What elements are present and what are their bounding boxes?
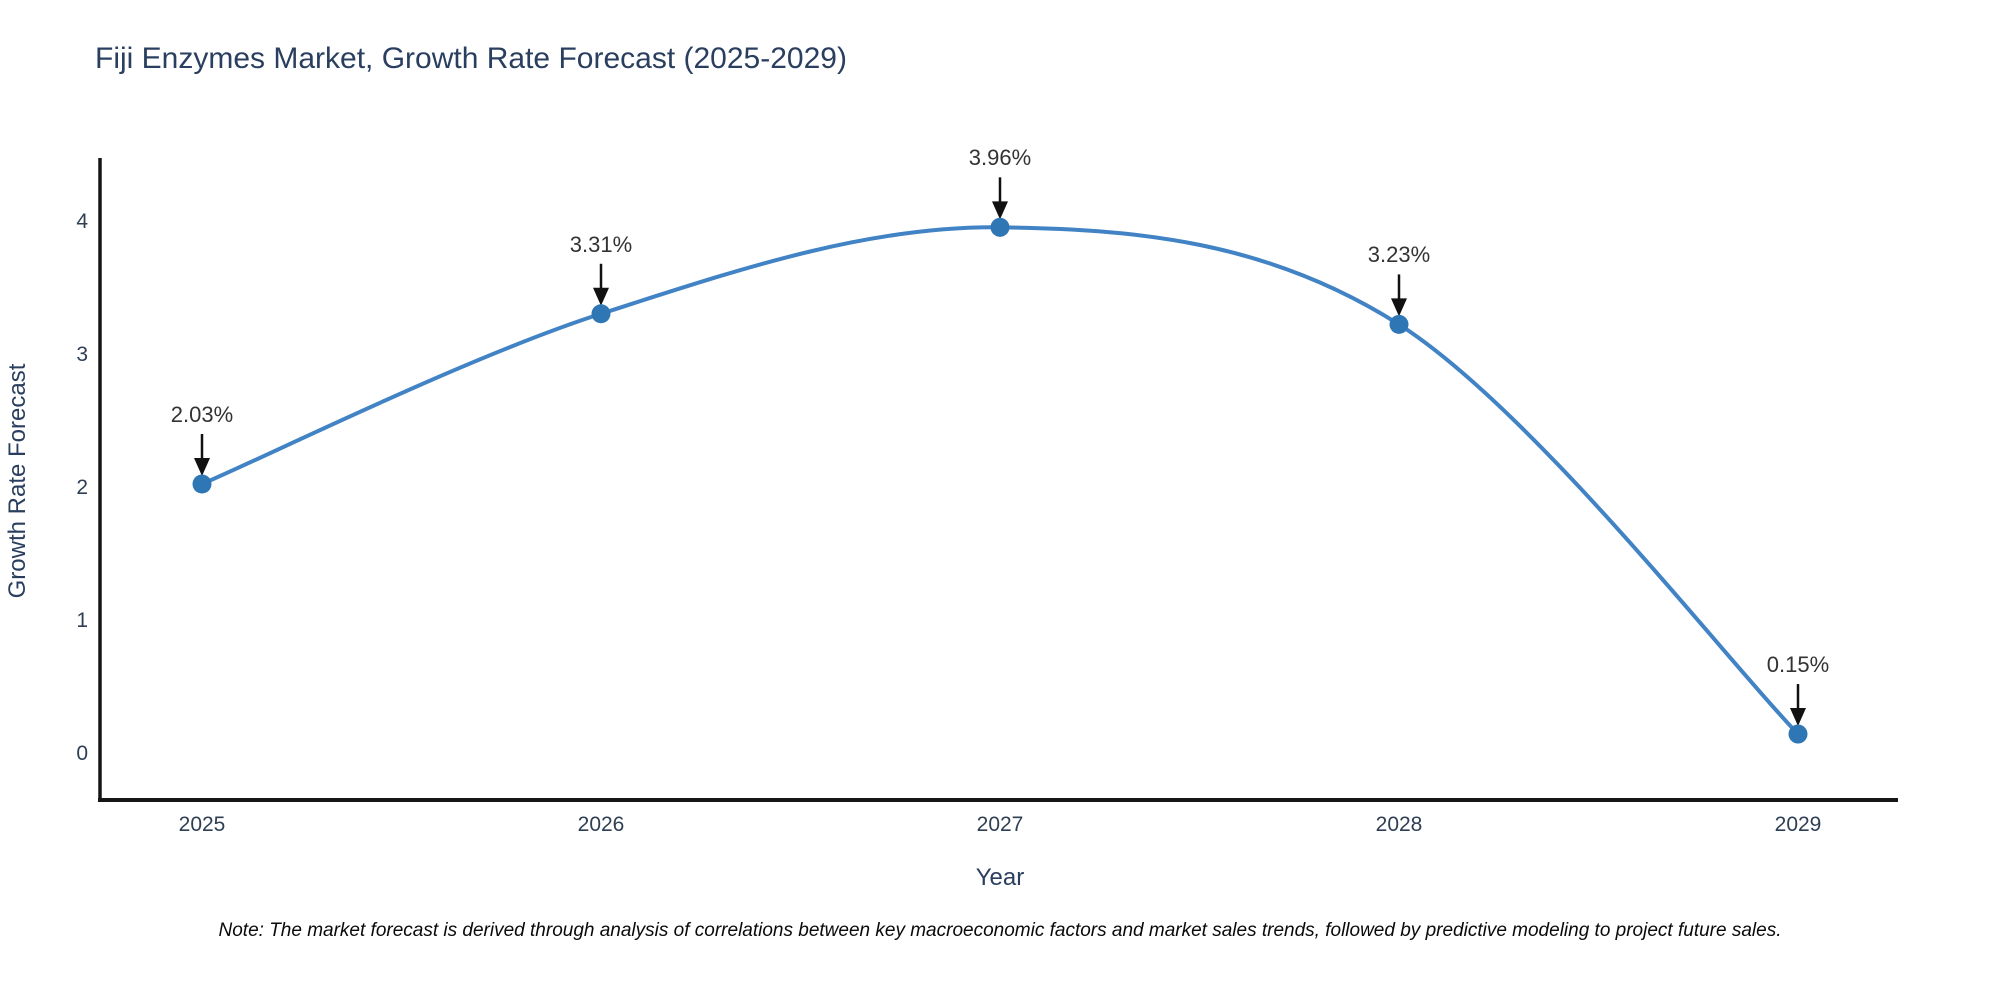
x-tick-label: 2025 <box>178 813 226 836</box>
x-tick-label: 2029 <box>1774 813 1822 836</box>
forecast-line <box>201 225 1800 736</box>
x-tick-label: 2026 <box>577 813 625 836</box>
y-tick-label: 2 <box>76 476 88 499</box>
data-point-marker[interactable] <box>990 217 1010 237</box>
x-axis-title: Year <box>975 864 1025 891</box>
y-axis-title: Growth Rate Forecast <box>4 363 31 599</box>
data-point-marker[interactable] <box>1389 314 1409 334</box>
y-tick-label: 0 <box>76 742 88 765</box>
x-tick-label: 2027 <box>976 813 1024 836</box>
data-point-marker[interactable] <box>192 474 212 494</box>
annotation-arrow-head <box>593 287 609 306</box>
chart-title: Fiji Enzymes Market, Growth Rate Forecas… <box>95 42 847 75</box>
data-point-marker[interactable] <box>1788 724 1808 744</box>
annotation-arrow-head <box>992 201 1008 220</box>
y-tick-label: 4 <box>76 210 88 233</box>
data-point-marker[interactable] <box>591 304 611 324</box>
data-point-label: 3.23% <box>1367 242 1431 268</box>
data-point-label: 2.03% <box>170 402 234 427</box>
y-tick-label: 1 <box>76 609 88 632</box>
data-point-label: 0.15% <box>1766 652 1830 678</box>
footnote: Note: The market forecast is derived thr… <box>218 920 1782 941</box>
data-point-label: 3.31% <box>569 231 633 257</box>
x-tick-label: 2028 <box>1375 813 1423 836</box>
data-point-label: 3.96% <box>968 145 1032 171</box>
y-tick-label: 3 <box>76 343 88 366</box>
annotation-arrow-head <box>1790 708 1806 727</box>
annotation-arrow-head <box>194 458 210 477</box>
annotation-arrow-head <box>1391 298 1407 317</box>
